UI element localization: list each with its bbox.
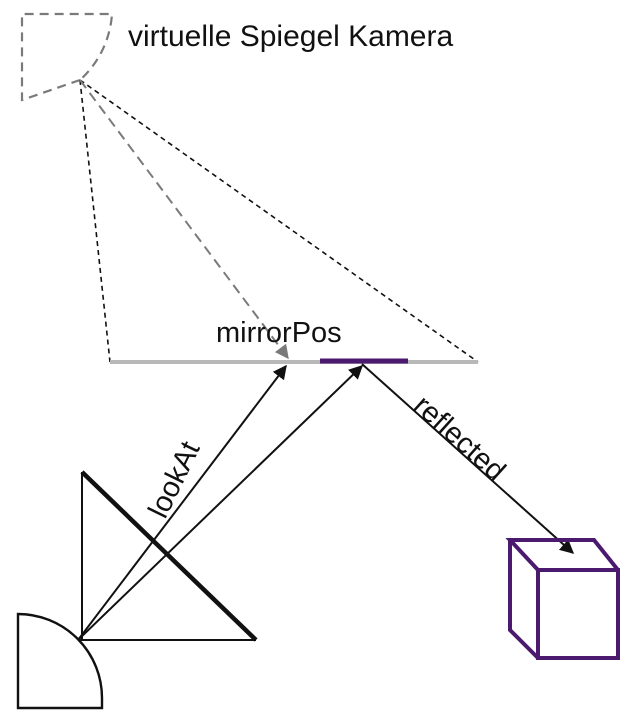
virtual-look-direction [79,79,289,360]
virtual-camera-label: virtuelle Spiegel Kamera [128,20,453,53]
virtual-camera-frustum [79,79,479,363]
camera-frustum [78,470,258,642]
cube-icon [505,538,620,660]
look-at-arrow [77,364,287,641]
look-at-label: lookAt [143,437,207,523]
incident-ray-arrow [77,365,364,641]
reflected-label: reflected [407,389,511,487]
reflected-arrow [361,363,575,554]
virtual-camera-icon [20,12,114,102]
camera-icon [16,612,104,710]
mirror-pos-label: mirrorPos [216,317,342,349]
